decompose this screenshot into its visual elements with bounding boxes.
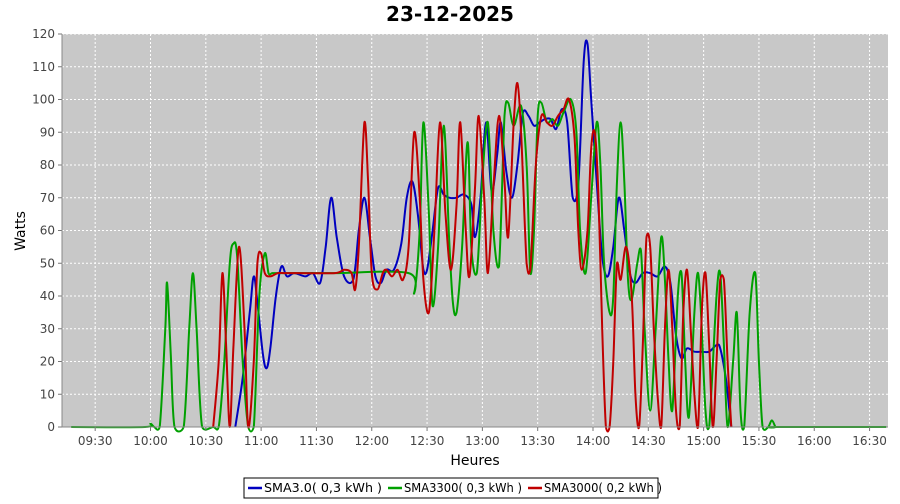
x-tick-label: 15:30 xyxy=(742,434,777,448)
axes xyxy=(58,33,888,431)
x-tick-label: 12:30 xyxy=(410,434,445,448)
series-line-3 xyxy=(212,82,733,433)
x-tick-label: 09:30 xyxy=(78,434,113,448)
x-tick-label: 10:00 xyxy=(133,434,168,448)
legend: SMA3.0( 0,3 kWh ) SMA3300( 0,3 kWh ) SMA30… xyxy=(243,477,662,499)
y-tick-label: 70 xyxy=(40,191,55,205)
y-tick-label: 10 xyxy=(40,387,55,401)
y-tick-label: 90 xyxy=(40,125,55,139)
y-tick-label: 60 xyxy=(40,224,55,238)
legend-label: SMA3.0( 0,3 kWh ) xyxy=(264,481,382,495)
y-tick-label: 80 xyxy=(40,158,55,172)
y-tick-label: 100 xyxy=(32,93,55,107)
y-tick-label: 40 xyxy=(40,289,55,303)
series-line-2 xyxy=(71,97,887,433)
y-tick-label: 120 xyxy=(32,27,55,41)
legend-box xyxy=(243,477,659,499)
x-tick-label: 14:00 xyxy=(576,434,611,448)
y-tick-label: 30 xyxy=(40,322,55,336)
x-axis-label: Heures xyxy=(450,453,499,469)
x-tick-label: 10:30 xyxy=(189,434,224,448)
y-tick-label: 20 xyxy=(40,355,55,369)
x-tick-label: 12:00 xyxy=(354,434,389,448)
x-tick-label: 11:00 xyxy=(244,434,279,448)
y-tick-label: 50 xyxy=(40,256,55,270)
series-lines xyxy=(71,39,887,433)
y-axis-label: Watts xyxy=(13,211,29,251)
x-tick-label: 16:00 xyxy=(797,434,832,448)
x-tick-label: 13:30 xyxy=(520,434,555,448)
x-tick-label: 11:30 xyxy=(299,434,334,448)
y-tick-label: 110 xyxy=(32,60,55,74)
y-tick-label: 0 xyxy=(47,420,55,434)
x-tick-label: 13:00 xyxy=(465,434,500,448)
x-tick-label: 15:00 xyxy=(686,434,721,448)
legend-label: SMA3300( 0,3 kWh ) xyxy=(404,481,522,495)
x-tick-label: 16:30 xyxy=(852,434,887,448)
tick-labels: 0 10 20 30 40 50 60 70 80 90 100 110 120 09:30 10:00 10… xyxy=(32,27,887,448)
x-tick-label: 14:30 xyxy=(631,434,666,448)
chart-title: 23-12-2025 xyxy=(386,2,514,26)
legend-label: SMA3000( 0,2 kWh ) xyxy=(544,481,662,495)
gridlines xyxy=(62,33,888,427)
